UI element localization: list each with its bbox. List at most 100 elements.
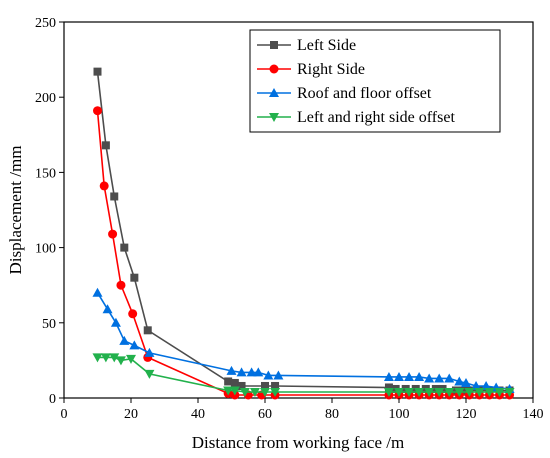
data-point <box>270 387 281 397</box>
legend-box <box>249 29 501 133</box>
data-point <box>223 386 234 396</box>
series-layer <box>92 67 515 400</box>
data-point <box>246 367 257 377</box>
legend-label: Roof and floor offset <box>297 85 432 102</box>
legend-entry: Left and right side offset <box>257 109 455 126</box>
legend-label: Left Side <box>297 37 356 54</box>
data-point <box>454 387 465 397</box>
data-point <box>454 376 465 386</box>
x-tick-label: 100 <box>389 407 410 422</box>
data-point <box>404 387 415 397</box>
data-point <box>434 387 445 397</box>
y-axis-label: Displacement /mm <box>6 146 25 275</box>
legend-label: Right Side <box>297 61 365 78</box>
data-point <box>226 365 237 375</box>
data-point <box>120 243 129 252</box>
data-point <box>129 340 140 350</box>
data-point <box>504 387 515 397</box>
legend-label: Left and right side offset <box>297 109 455 126</box>
legend-entry: Right Side <box>257 61 365 78</box>
data-point <box>260 387 270 397</box>
data-point <box>414 371 425 381</box>
data-point <box>119 335 130 345</box>
x-axis-ticks: 0 20 40 60 80 100 120 140 <box>61 398 544 422</box>
legend-marker <box>269 113 279 122</box>
data-point <box>115 356 126 366</box>
data-point <box>424 373 435 383</box>
data-point <box>394 387 404 397</box>
x-tick-label: 60 <box>258 407 272 422</box>
data-point <box>239 387 250 397</box>
data-point <box>271 381 280 390</box>
data-point <box>414 387 425 397</box>
data-point <box>253 367 264 377</box>
x-tick-label: 20 <box>124 407 138 422</box>
data-point <box>237 381 246 390</box>
legend-entry: Roof and floor offset <box>257 85 432 102</box>
y-tick-label: 100 <box>35 242 56 257</box>
data-point <box>434 373 445 383</box>
x-tick-label: 140 <box>523 407 544 422</box>
data-point <box>100 353 111 363</box>
legend-marker <box>269 88 279 97</box>
data-point <box>484 387 495 397</box>
x-axis-label: Distance from working face /m <box>192 433 404 452</box>
data-point <box>92 353 103 363</box>
series-3 <box>92 353 515 397</box>
data-point <box>464 387 475 397</box>
data-point <box>384 383 393 392</box>
data-point <box>224 377 233 386</box>
y-axis-ticks: 0 50 100 150 200 250 <box>35 16 64 407</box>
series-line <box>96 292 510 390</box>
data-point <box>273 370 284 380</box>
data-point <box>109 353 120 363</box>
data-point <box>229 386 240 396</box>
data-point <box>116 280 126 290</box>
data-point <box>263 370 274 380</box>
data-point <box>383 371 394 381</box>
y-tick-label: 150 <box>35 166 56 181</box>
data-point <box>93 67 102 76</box>
x-tick-label: 0 <box>61 407 68 422</box>
data-point <box>494 387 505 397</box>
series-1 <box>93 106 515 400</box>
series-line <box>96 110 510 396</box>
data-point <box>99 181 109 191</box>
data-point <box>93 106 102 116</box>
data-point <box>424 387 435 397</box>
data-point <box>128 309 138 319</box>
plot-frame <box>63 21 534 399</box>
data-point <box>144 369 155 379</box>
x-tick-label: 120 <box>456 407 477 422</box>
data-point <box>444 387 455 397</box>
data-point <box>126 354 136 364</box>
data-point <box>404 371 415 381</box>
y-tick-label: 200 <box>35 91 56 106</box>
data-point <box>143 326 152 335</box>
data-point <box>230 378 239 387</box>
y-tick-label: 50 <box>42 317 56 332</box>
data-point <box>92 287 103 297</box>
x-tick-label: 40 <box>191 407 205 422</box>
data-point <box>383 387 394 397</box>
data-point <box>130 273 139 282</box>
legend-entry: Left Side <box>257 37 356 54</box>
series-2 <box>92 287 515 393</box>
data-point <box>108 229 118 239</box>
data-point <box>249 387 260 397</box>
data-point <box>471 380 482 390</box>
data-point <box>394 371 404 381</box>
data-point <box>481 380 492 390</box>
legend: Left Side Right Side Roof and floor offset… <box>249 29 501 133</box>
data-point <box>110 192 119 201</box>
data-point <box>236 367 247 377</box>
legend-marker <box>270 41 278 49</box>
y-tick-label: 0 <box>49 392 56 407</box>
data-point <box>144 347 155 357</box>
data-point <box>474 387 485 397</box>
data-point <box>102 304 113 314</box>
x-tick-label: 80 <box>325 407 339 422</box>
legend-marker <box>269 64 279 74</box>
data-point <box>101 141 110 150</box>
